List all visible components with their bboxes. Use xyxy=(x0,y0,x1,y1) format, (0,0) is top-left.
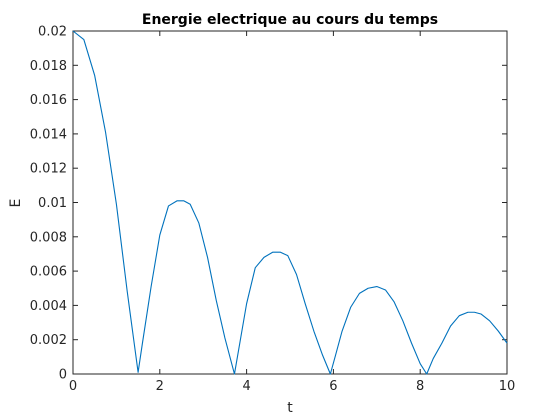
chart-title: Energie electrique au cours du temps xyxy=(142,12,438,28)
y-tick-label: 0.016 xyxy=(30,93,67,108)
y-tick-label: 0.006 xyxy=(30,265,67,280)
y-tick-label: 0.01 xyxy=(38,196,67,211)
x-tick-label: 8 xyxy=(416,379,424,394)
y-axis-label: E xyxy=(8,199,24,208)
x-tick-label: 4 xyxy=(242,379,250,394)
y-tick-label: 0.018 xyxy=(30,59,67,74)
y-tick-label: 0 xyxy=(59,368,67,383)
y-tick-label: 0.004 xyxy=(30,299,67,314)
y-tick-label: 0.014 xyxy=(30,127,67,142)
y-tick-label: 0.002 xyxy=(30,333,67,348)
plot-area: 0 2 4 6 8 10 0 0.002 0.004 0.006 0.008 0.01 0.012 0.0… xyxy=(30,25,515,395)
y-tick-label: 0.012 xyxy=(30,162,67,177)
x-tick-label: 10 xyxy=(499,379,516,394)
y-tick-label: 0.008 xyxy=(30,230,67,245)
y-tick-label: 0.02 xyxy=(38,25,67,40)
x-tick-label: 6 xyxy=(329,379,337,394)
x-tick-label: 0 xyxy=(69,379,77,394)
x-tick-label: 2 xyxy=(156,379,164,394)
series-line xyxy=(72,30,508,375)
x-axis-label: t xyxy=(287,400,293,416)
